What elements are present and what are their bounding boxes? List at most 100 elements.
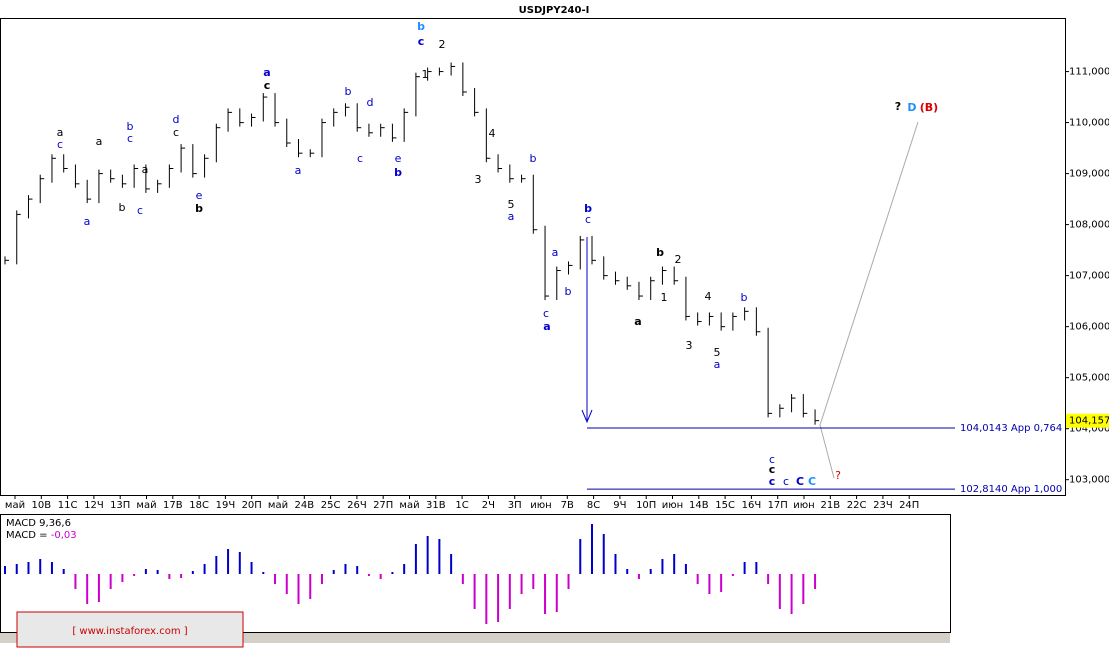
wave-label: b [195, 202, 203, 215]
wave-label: C [796, 475, 804, 488]
wave-label: a [552, 246, 559, 259]
x-tick-label: 10П [636, 500, 656, 511]
y-tick-label: 111,000 [1069, 67, 1109, 78]
arrow-head [581, 409, 593, 424]
wave-label: a [84, 215, 91, 228]
macd-value-prefix: MACD = [6, 530, 51, 541]
y-tick-label: 107,000 [1069, 271, 1109, 282]
y-tick-label: 106,000 [1069, 322, 1109, 333]
x-tick-label: 7В [561, 500, 574, 511]
wave-label: 5 [714, 346, 721, 359]
wave-label: ? [895, 100, 901, 113]
x-tick-label: 21В [821, 500, 841, 511]
wave-label: 1 [422, 68, 429, 81]
level-label: 104,0143 App 0,764 [960, 423, 1062, 434]
wave-label: b [417, 20, 425, 33]
wave-label: 1 [661, 291, 668, 304]
wave-label: b [127, 120, 134, 133]
wave-label: b [530, 152, 537, 165]
x-tick-label: 16Ч [742, 500, 762, 511]
wave-label: 5 [508, 198, 515, 211]
wave-label: b [119, 201, 126, 214]
wave-label: a [508, 210, 515, 223]
x-tick-label: июн [662, 500, 683, 511]
x-tick-label: 11С [58, 500, 78, 511]
macd-panel [0, 514, 951, 633]
wave-label: a [714, 358, 721, 371]
last-price-label: 104,157 [1069, 416, 1109, 427]
wave-label: c [357, 152, 363, 165]
wave-label: b [345, 85, 352, 98]
x-tick-label: 31В [426, 500, 446, 511]
wave-label: a [142, 163, 149, 176]
wave-label: c [173, 126, 179, 139]
wave-label: c [769, 475, 776, 488]
x-tick-label: 2Ч [482, 500, 495, 511]
x-tick-label: 26Ч [347, 500, 367, 511]
x-tick-label: 8С [587, 500, 600, 511]
macd-label: MACD 9,36,6 [6, 518, 71, 529]
wave-label: d [367, 96, 374, 109]
wave-label: a [634, 315, 641, 328]
wave-label: 2 [439, 38, 446, 51]
y-tick-label: 110,000 [1069, 118, 1109, 129]
projection-line [819, 121, 919, 426]
wave-label: c [264, 79, 271, 92]
x-tick-label: 20П [242, 500, 262, 511]
x-tick-label: 14В [689, 500, 709, 511]
wave-label: a [263, 66, 270, 79]
x-tick-label: 3П [508, 500, 522, 511]
wave-label: c [769, 463, 776, 476]
wave-label: 2 [675, 253, 682, 266]
wave-label: b [584, 202, 592, 215]
wave-label: c [137, 204, 143, 217]
y-tick-label: 109,000 [1069, 169, 1109, 180]
level-label: 102,8140 App 1,000 [960, 484, 1062, 495]
y-tick-label: 104,000 [1069, 424, 1109, 435]
wave-label: c [418, 35, 425, 48]
watermark: [ www.instaforex.com ] [72, 626, 187, 637]
wave-label: 4 [705, 290, 712, 303]
wave-label: c [783, 475, 789, 488]
x-tick-label: 9Ч [613, 500, 626, 511]
wave-label: c [57, 138, 63, 151]
last-price-box [1066, 413, 1109, 428]
x-tick-label: май [268, 500, 288, 511]
x-tick-label: 13П [110, 500, 130, 511]
wave-label: e [395, 152, 402, 165]
x-tick-label: 24П [899, 500, 919, 511]
wave-label: a [57, 126, 64, 139]
x-tick-label: май [136, 500, 156, 511]
wave-label: 4 [489, 127, 496, 140]
x-tick-label: 27П [373, 500, 393, 511]
x-tick-label: 24В [295, 500, 315, 511]
wave-label: e [196, 189, 203, 202]
wave-label: c [543, 307, 549, 320]
wave-label: (B) [920, 101, 938, 114]
wave-label: a [295, 164, 302, 177]
y-tick-label: 103,000 [1069, 475, 1109, 486]
x-tick-label: 22С [847, 500, 867, 511]
wave-label: b [656, 246, 664, 259]
x-tick-label: 23Ч [873, 500, 893, 511]
chart-title: USDJPY240-I [519, 5, 590, 16]
wave-label: a [96, 135, 103, 148]
wave-label: C [808, 475, 816, 488]
wave-label: a [543, 320, 550, 333]
wave-label: ? [835, 469, 841, 482]
scrollbar [0, 633, 950, 643]
x-tick-label: 17П [768, 500, 788, 511]
wave-label: 3 [475, 173, 482, 186]
wave-label: c [769, 453, 775, 466]
x-tick-label: июн [530, 500, 551, 511]
x-tick-label: 10В [32, 500, 52, 511]
wave-label: b [565, 285, 572, 298]
x-tick-label: 1С [455, 500, 468, 511]
x-tick-label: 19Ч [216, 500, 236, 511]
wave-label: b [741, 291, 748, 304]
price-panel [0, 18, 1066, 496]
wave-label: c [585, 213, 591, 226]
x-tick-label: 15С [715, 500, 735, 511]
x-tick-label: 17В [163, 500, 183, 511]
